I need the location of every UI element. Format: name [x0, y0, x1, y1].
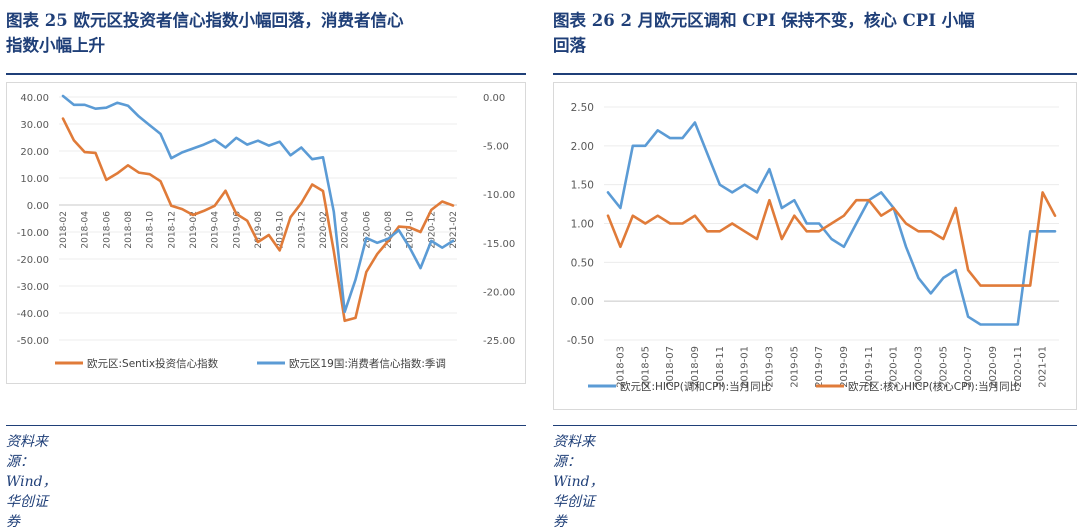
x-tick-label: 2020-06	[362, 211, 372, 249]
x-tick-label: 2018-06	[102, 211, 112, 249]
y-left-tick-label: 20.00	[20, 147, 49, 158]
right-chart: 2.50 2.00 1.50 1.00 0.50 0.00 -0.50 2018-03 2018…	[567, 102, 1059, 393]
legend-label: 欧元区19国:消费者信心指数:季调	[289, 357, 446, 370]
legend-label: 欧元区:Sentix投资信心指数	[87, 357, 219, 370]
x-tick-label: 2019-01	[740, 346, 751, 388]
x-tick-label: 2018-09	[690, 346, 701, 388]
y-right-tick-label: -15.00	[483, 239, 515, 250]
x-tick-label: 2018-08	[124, 211, 134, 249]
x-tick-label: 2020-10	[406, 211, 416, 249]
y-left-tick-label: -20.00	[17, 255, 49, 266]
y-left-tick-label: 0.00	[27, 201, 49, 212]
x-tick-label: 2019-02	[189, 211, 199, 249]
y-right-tick-label: -25.00	[483, 336, 515, 347]
x-tick-label: 2021-02	[449, 211, 459, 249]
x-tick-label: 2020-07	[963, 346, 974, 388]
x-tick-label: 2021-01	[1038, 346, 1049, 388]
y-left-tick-label: 10.00	[20, 174, 49, 185]
x-tick-label: 2019-10	[276, 211, 286, 249]
series-line	[61, 94, 455, 314]
y-right-tick-label: -5.00	[483, 142, 509, 153]
x-tick-label: 2018-11	[715, 346, 726, 388]
x-tick-label: 2020-09	[988, 346, 999, 388]
x-tick-label: 2020-12	[427, 211, 437, 249]
y-right-tick-label: -10.00	[483, 190, 515, 201]
y-left-tick-label: -40.00	[17, 309, 49, 320]
x-tick-label: 2018-10	[146, 211, 156, 249]
y-right-tick-label: -20.00	[483, 287, 515, 298]
y-left-tick-label: -10.00	[17, 228, 49, 239]
series-line	[606, 121, 1057, 326]
right-source-rule	[553, 425, 1077, 426]
right-chart-frame: 2.50 2.00 1.50 1.00 0.50 0.00 -0.50 2018-03 2018…	[553, 82, 1077, 410]
right-title-line1: 图表 26 2 月欧元区调和 CPI 保持不变，核心 CPI 小幅	[553, 11, 975, 30]
y-right-tick-label: 0.00	[483, 93, 505, 104]
y-tick-label: 1.50	[571, 180, 594, 192]
right-source: 资料来源：Wind，华创证券	[553, 434, 604, 530]
x-tick-label: 2018-07	[665, 346, 676, 388]
x-tick-label: 2019-06	[232, 211, 242, 249]
left-chart: 40.00 30.00 20.00 10.00 0.00 -10.00 -20.00 -30.…	[17, 93, 516, 370]
x-tick-label: 2019-03	[764, 346, 775, 388]
left-title-rule	[6, 73, 526, 75]
left-title-line2: 指数小幅上升	[6, 36, 105, 55]
right-title-line2: 回落	[553, 36, 586, 55]
x-tick-label: 2020-04	[341, 211, 351, 249]
x-tick-label: 2019-05	[789, 346, 800, 388]
x-tick-label: 2020-05	[938, 346, 949, 388]
x-tick-label: 2018-05	[640, 346, 651, 388]
x-tick-label: 2019-04	[211, 211, 221, 249]
left-title: 图表 25 欧元区投资者信心指数小幅回落，消费者信心 指数小幅上升	[6, 8, 526, 58]
legend-label: 欧元区:HICP(调和CPI):当月同比	[620, 380, 771, 393]
y-tick-label: 1.00	[571, 219, 594, 231]
x-tick-label: 2019-09	[839, 346, 850, 388]
x-tick-label: 2019-08	[254, 211, 264, 249]
x-tick-label: 2018-04	[81, 211, 91, 249]
x-tick-label: 2018-02	[59, 211, 69, 249]
y-left-tick-label: -50.00	[17, 336, 49, 347]
x-tick-label: 2019-07	[814, 346, 825, 388]
y-tick-label: 0.50	[571, 257, 594, 269]
x-tick-label: 2020-01	[889, 346, 900, 388]
x-tick-label: 2019-11	[864, 346, 875, 388]
left-source: 资料来源：Wind，华创证券	[6, 434, 57, 530]
y-left-tick-label: -30.00	[17, 282, 49, 293]
y-tick-label: 2.50	[571, 102, 594, 114]
series-line	[606, 191, 1057, 287]
x-tick-label: 2020-03	[913, 346, 924, 388]
y-left-tick-label: 40.00	[20, 93, 49, 104]
y-tick-label: 2.00	[571, 141, 594, 153]
legend-label: 欧元区:核心HICP(核心CPI):当月同比	[848, 380, 1020, 393]
left-chart-frame: 40.00 30.00 20.00 10.00 0.00 -10.00 -20.00 -30.…	[6, 82, 526, 384]
y-tick-label: 0.00	[571, 296, 594, 308]
y-tick-label: -0.50	[567, 335, 594, 347]
x-tick-label: 2018-12	[167, 211, 177, 249]
x-tick-label: 2020-11	[1013, 346, 1024, 388]
x-tick-label: 2019-12	[297, 211, 307, 249]
y-left-tick-label: 30.00	[20, 120, 49, 131]
left-source-rule	[6, 425, 526, 426]
x-tick-label: 2020-02	[319, 211, 329, 249]
x-tick-label: 2020-08	[384, 211, 394, 249]
right-title: 图表 26 2 月欧元区调和 CPI 保持不变，核心 CPI 小幅 回落	[553, 8, 1077, 58]
left-title-line1: 图表 25 欧元区投资者信心指数小幅回落，消费者信心	[6, 11, 404, 30]
x-tick-label: 2018-03	[615, 346, 626, 388]
right-title-rule	[553, 73, 1077, 75]
series-line	[61, 117, 455, 323]
